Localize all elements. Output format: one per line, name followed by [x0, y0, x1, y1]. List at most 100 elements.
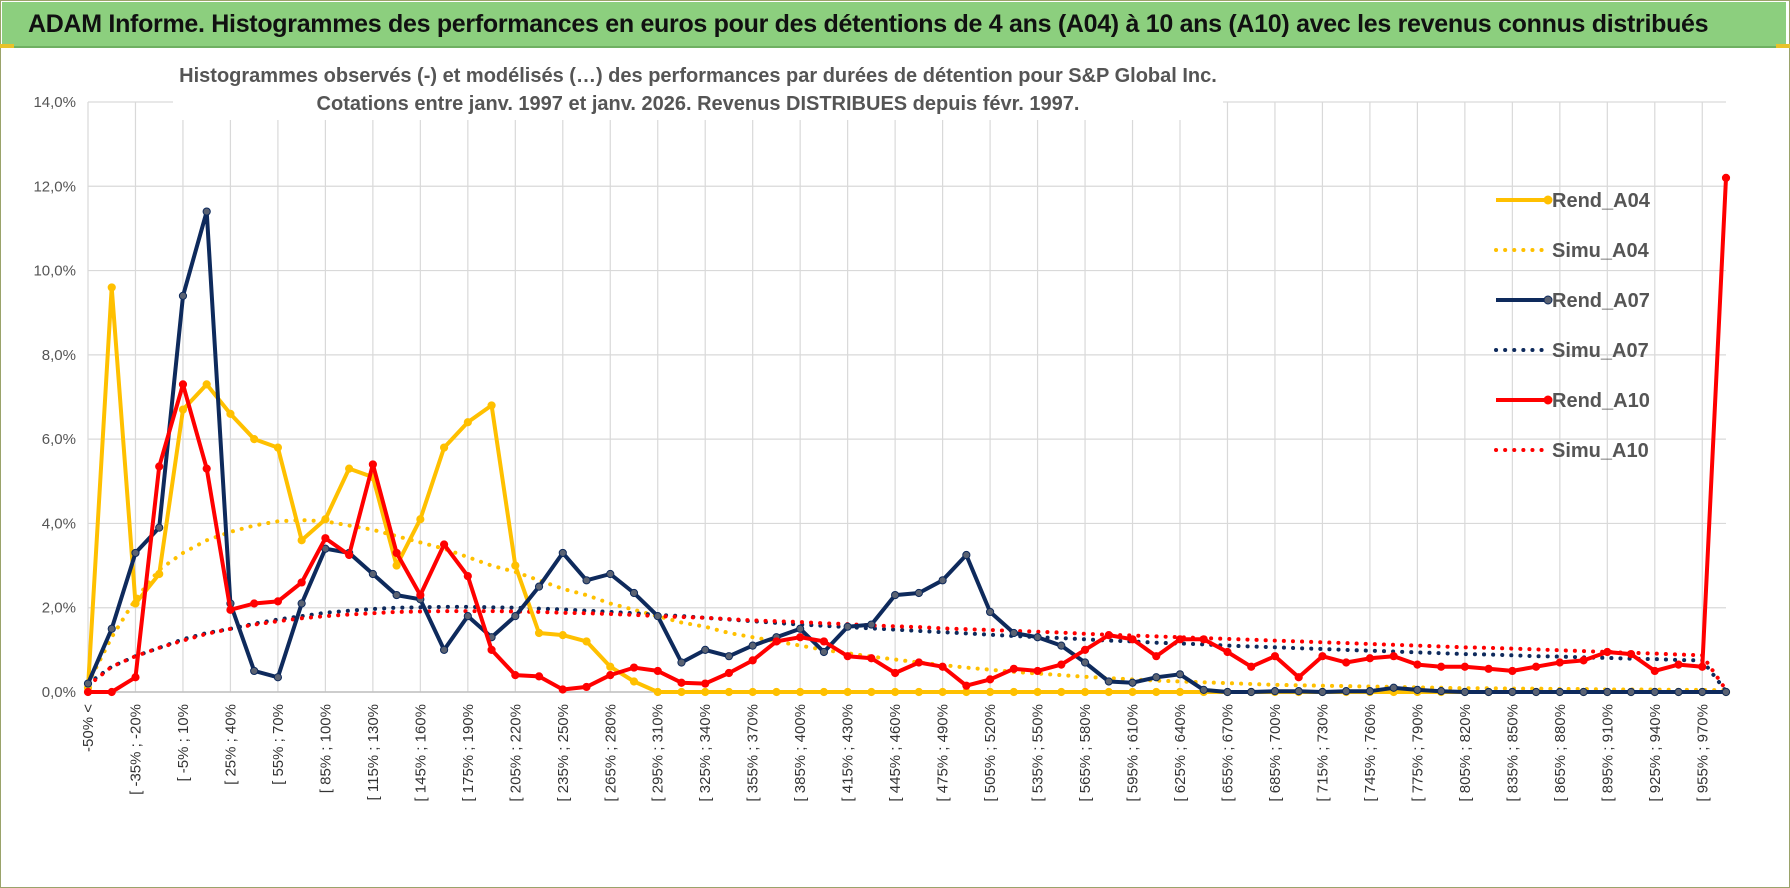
- data-point-Rend_A10: [1223, 647, 1232, 657]
- x-tick-label: [ 835% ; 850%: [1504, 704, 1521, 802]
- data-point-Rend_A10: [962, 681, 971, 690]
- data-point-Rend_A10: [985, 675, 995, 684]
- data-point-Rend_A10: [297, 578, 306, 587]
- legend-item-Rend_A10: Rend_A10: [1496, 390, 1650, 412]
- data-point-Rend_A07: [1721, 687, 1731, 697]
- data-point-Rend_A07: [83, 679, 93, 688]
- series-line-Simu_A07: [86, 604, 1728, 694]
- data-point-Rend_A07: [606, 569, 615, 579]
- data-point-Rend_A10: [1413, 660, 1422, 669]
- data-point-Rend_A07: [1698, 687, 1707, 697]
- x-tick-label: [ 445% ; 460%: [887, 704, 904, 802]
- legend-item-Simu_A04: Simu_A04: [1494, 240, 1650, 262]
- data-point-Rend_A10: [83, 687, 93, 697]
- data-point-Rend_A07: [1650, 687, 1659, 697]
- legend-marker: [1543, 395, 1553, 405]
- data-point-Rend_A10: [748, 656, 757, 665]
- data-point-Rend_A07: [1531, 687, 1541, 697]
- data-point-Rend_A10: [131, 673, 140, 682]
- data-point-Rend_A10: [677, 678, 686, 687]
- data-point-Rend_A04: [701, 687, 710, 697]
- data-point-Rend_A04: [416, 515, 425, 524]
- x-tick-label: [ 925% ; 940%: [1647, 704, 1664, 802]
- data-point-Rend_A07: [1342, 687, 1351, 696]
- x-tick-label: [ 805% ; 820%: [1457, 704, 1474, 802]
- data-point-Rend_A07: [511, 612, 520, 621]
- data-point-Rend_A04: [392, 561, 401, 570]
- x-tick-label: [ 205% ; 220%: [507, 704, 524, 802]
- data-point-Rend_A10: [178, 380, 188, 389]
- data-point-Rend_A04: [321, 515, 330, 524]
- data-point-Rend_A04: [772, 687, 781, 697]
- data-point-Rend_A10: [273, 597, 283, 606]
- data-point-Rend_A10: [1484, 664, 1493, 673]
- x-tick-label: [ 865% ; 880%: [1552, 704, 1569, 802]
- legend-label: Simu_A07: [1552, 340, 1649, 362]
- data-point-Rend_A07: [985, 607, 995, 617]
- data-point-Rend_A04: [487, 401, 496, 410]
- data-point-Rend_A07: [891, 590, 900, 600]
- data-point-Rend_A04: [155, 569, 164, 579]
- data-point-Rend_A10: [1674, 660, 1683, 669]
- data-point-Rend_A07: [867, 620, 876, 629]
- data-point-Rend_A10: [1009, 664, 1018, 673]
- data-point-Rend_A07: [1247, 687, 1256, 697]
- x-tick-label: [ 115% ; 130%: [365, 704, 382, 800]
- chart-title-block: Histogrammes observés (-) et modélisés (…: [173, 58, 1223, 120]
- data-point-Rend_A10: [843, 652, 852, 661]
- data-point-Rend_A10: [1342, 658, 1351, 667]
- x-tick-label: [ 235% ; 250%: [555, 704, 572, 802]
- x-tick-label: [ 415% ; 430%: [840, 704, 857, 802]
- data-point-Rend_A10: [1033, 666, 1042, 676]
- data-point-Rend_A04: [985, 687, 995, 697]
- x-tick-label: [ 295% ; 310%: [650, 704, 667, 802]
- x-tick-label: [ 655% ; 670%: [1219, 704, 1236, 802]
- data-point-Rend_A04: [107, 283, 116, 292]
- data-point-Rend_A07: [1270, 687, 1280, 696]
- data-point-Rend_A10: [1199, 635, 1208, 644]
- legend-item-Simu_A07: Simu_A07: [1494, 340, 1649, 362]
- x-tick-label: [ 625% ; 640%: [1172, 704, 1189, 802]
- data-point-Rend_A04: [297, 536, 306, 545]
- data-point-Rend_A10: [819, 637, 829, 646]
- series-Rend_A04: [83, 283, 1731, 697]
- data-point-Rend_A07: [1294, 687, 1303, 696]
- data-point-Rend_A07: [178, 291, 188, 300]
- data-point-Rend_A07: [1626, 687, 1636, 697]
- data-point-Rend_A10: [653, 666, 662, 676]
- x-tick-label: [ 145% ; 160%: [412, 704, 429, 802]
- data-point-Rend_A10: [250, 599, 259, 608]
- report-banner: ADAM Informe. Histogrammes des performan…: [2, 2, 1786, 48]
- x-tick-label: [ 745% ; 760%: [1362, 704, 1379, 802]
- data-point-Rend_A04: [345, 464, 354, 473]
- data-point-Rend_A04: [1104, 687, 1113, 697]
- x-tick-label: [ -5% ; 10%: [175, 704, 192, 782]
- data-point-Rend_A10: [582, 682, 591, 692]
- y-tick-label: 10,0%: [33, 263, 76, 280]
- data-point-Rend_A07: [273, 673, 283, 682]
- data-point-Rend_A07: [629, 588, 639, 598]
- data-point-Rend_A04: [914, 687, 923, 697]
- data-point-Rend_A04: [606, 662, 615, 671]
- data-point-Rend_A04: [131, 599, 140, 608]
- corner-accent-right: [1776, 44, 1790, 48]
- x-tick-label: [ 565% ; 580%: [1077, 704, 1094, 802]
- chart-grid: [87, 101, 1726, 693]
- legend-marker: [1543, 195, 1553, 205]
- data-point-Rend_A10: [701, 679, 710, 688]
- data-point-Rend_A07: [677, 658, 686, 667]
- data-point-Rend_A04: [819, 687, 829, 697]
- data-point-Rend_A10: [558, 685, 567, 694]
- y-tick-label: 8,0%: [42, 347, 76, 364]
- legend-item-Rend_A04: Rend_A04: [1496, 190, 1651, 212]
- data-point-Rend_A04: [629, 677, 639, 686]
- data-point-Rend_A04: [867, 687, 876, 697]
- data-point-Rend_A10: [1437, 662, 1446, 671]
- data-point-Rend_A07: [1057, 641, 1066, 650]
- data-point-Rend_A10: [1579, 656, 1588, 665]
- data-point-Rend_A10: [345, 550, 354, 560]
- y-axis: 0,0% 2,0% 4,0% 6,0% 8,0% 10,0% 12,0% 14,0%: [33, 94, 76, 701]
- legend-label: Rend_A07: [1552, 290, 1650, 312]
- x-tick-label: [ 535% ; 550%: [1030, 704, 1047, 802]
- data-point-Rend_A07: [962, 550, 971, 560]
